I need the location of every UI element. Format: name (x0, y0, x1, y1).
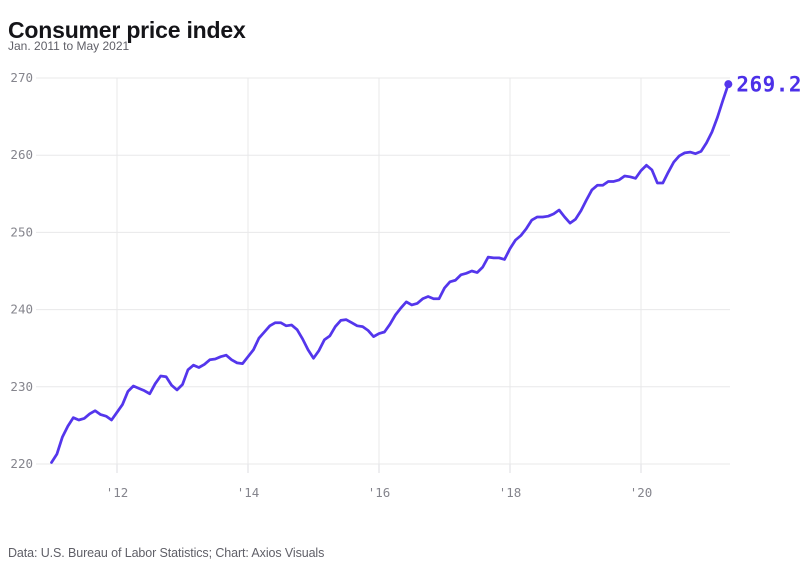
chart-subtitle: Jan. 2011 to May 2021 (8, 39, 130, 53)
x-tick-label: '16 (368, 485, 391, 500)
y-tick-label: 270 (10, 70, 33, 85)
y-tick-label: 240 (10, 302, 33, 317)
x-tick-label: '18 (499, 485, 522, 500)
y-tick-label: 260 (10, 147, 33, 162)
source-attribution: Data: U.S. Bureau of Labor Statistics; C… (8, 546, 325, 560)
page-title: Consumer price index (8, 17, 246, 44)
end-value-label: 269.2 (736, 73, 800, 97)
x-tick-label: '20 (630, 485, 653, 500)
y-tick-label: 220 (10, 456, 33, 471)
y-tick-label: 230 (10, 379, 33, 394)
y-tick-label: 250 (10, 224, 33, 239)
x-tick-label: '12 (106, 485, 129, 500)
cpi-line (50, 82, 730, 464)
end-point-dot (724, 80, 733, 89)
x-tick-label: '14 (237, 485, 260, 500)
